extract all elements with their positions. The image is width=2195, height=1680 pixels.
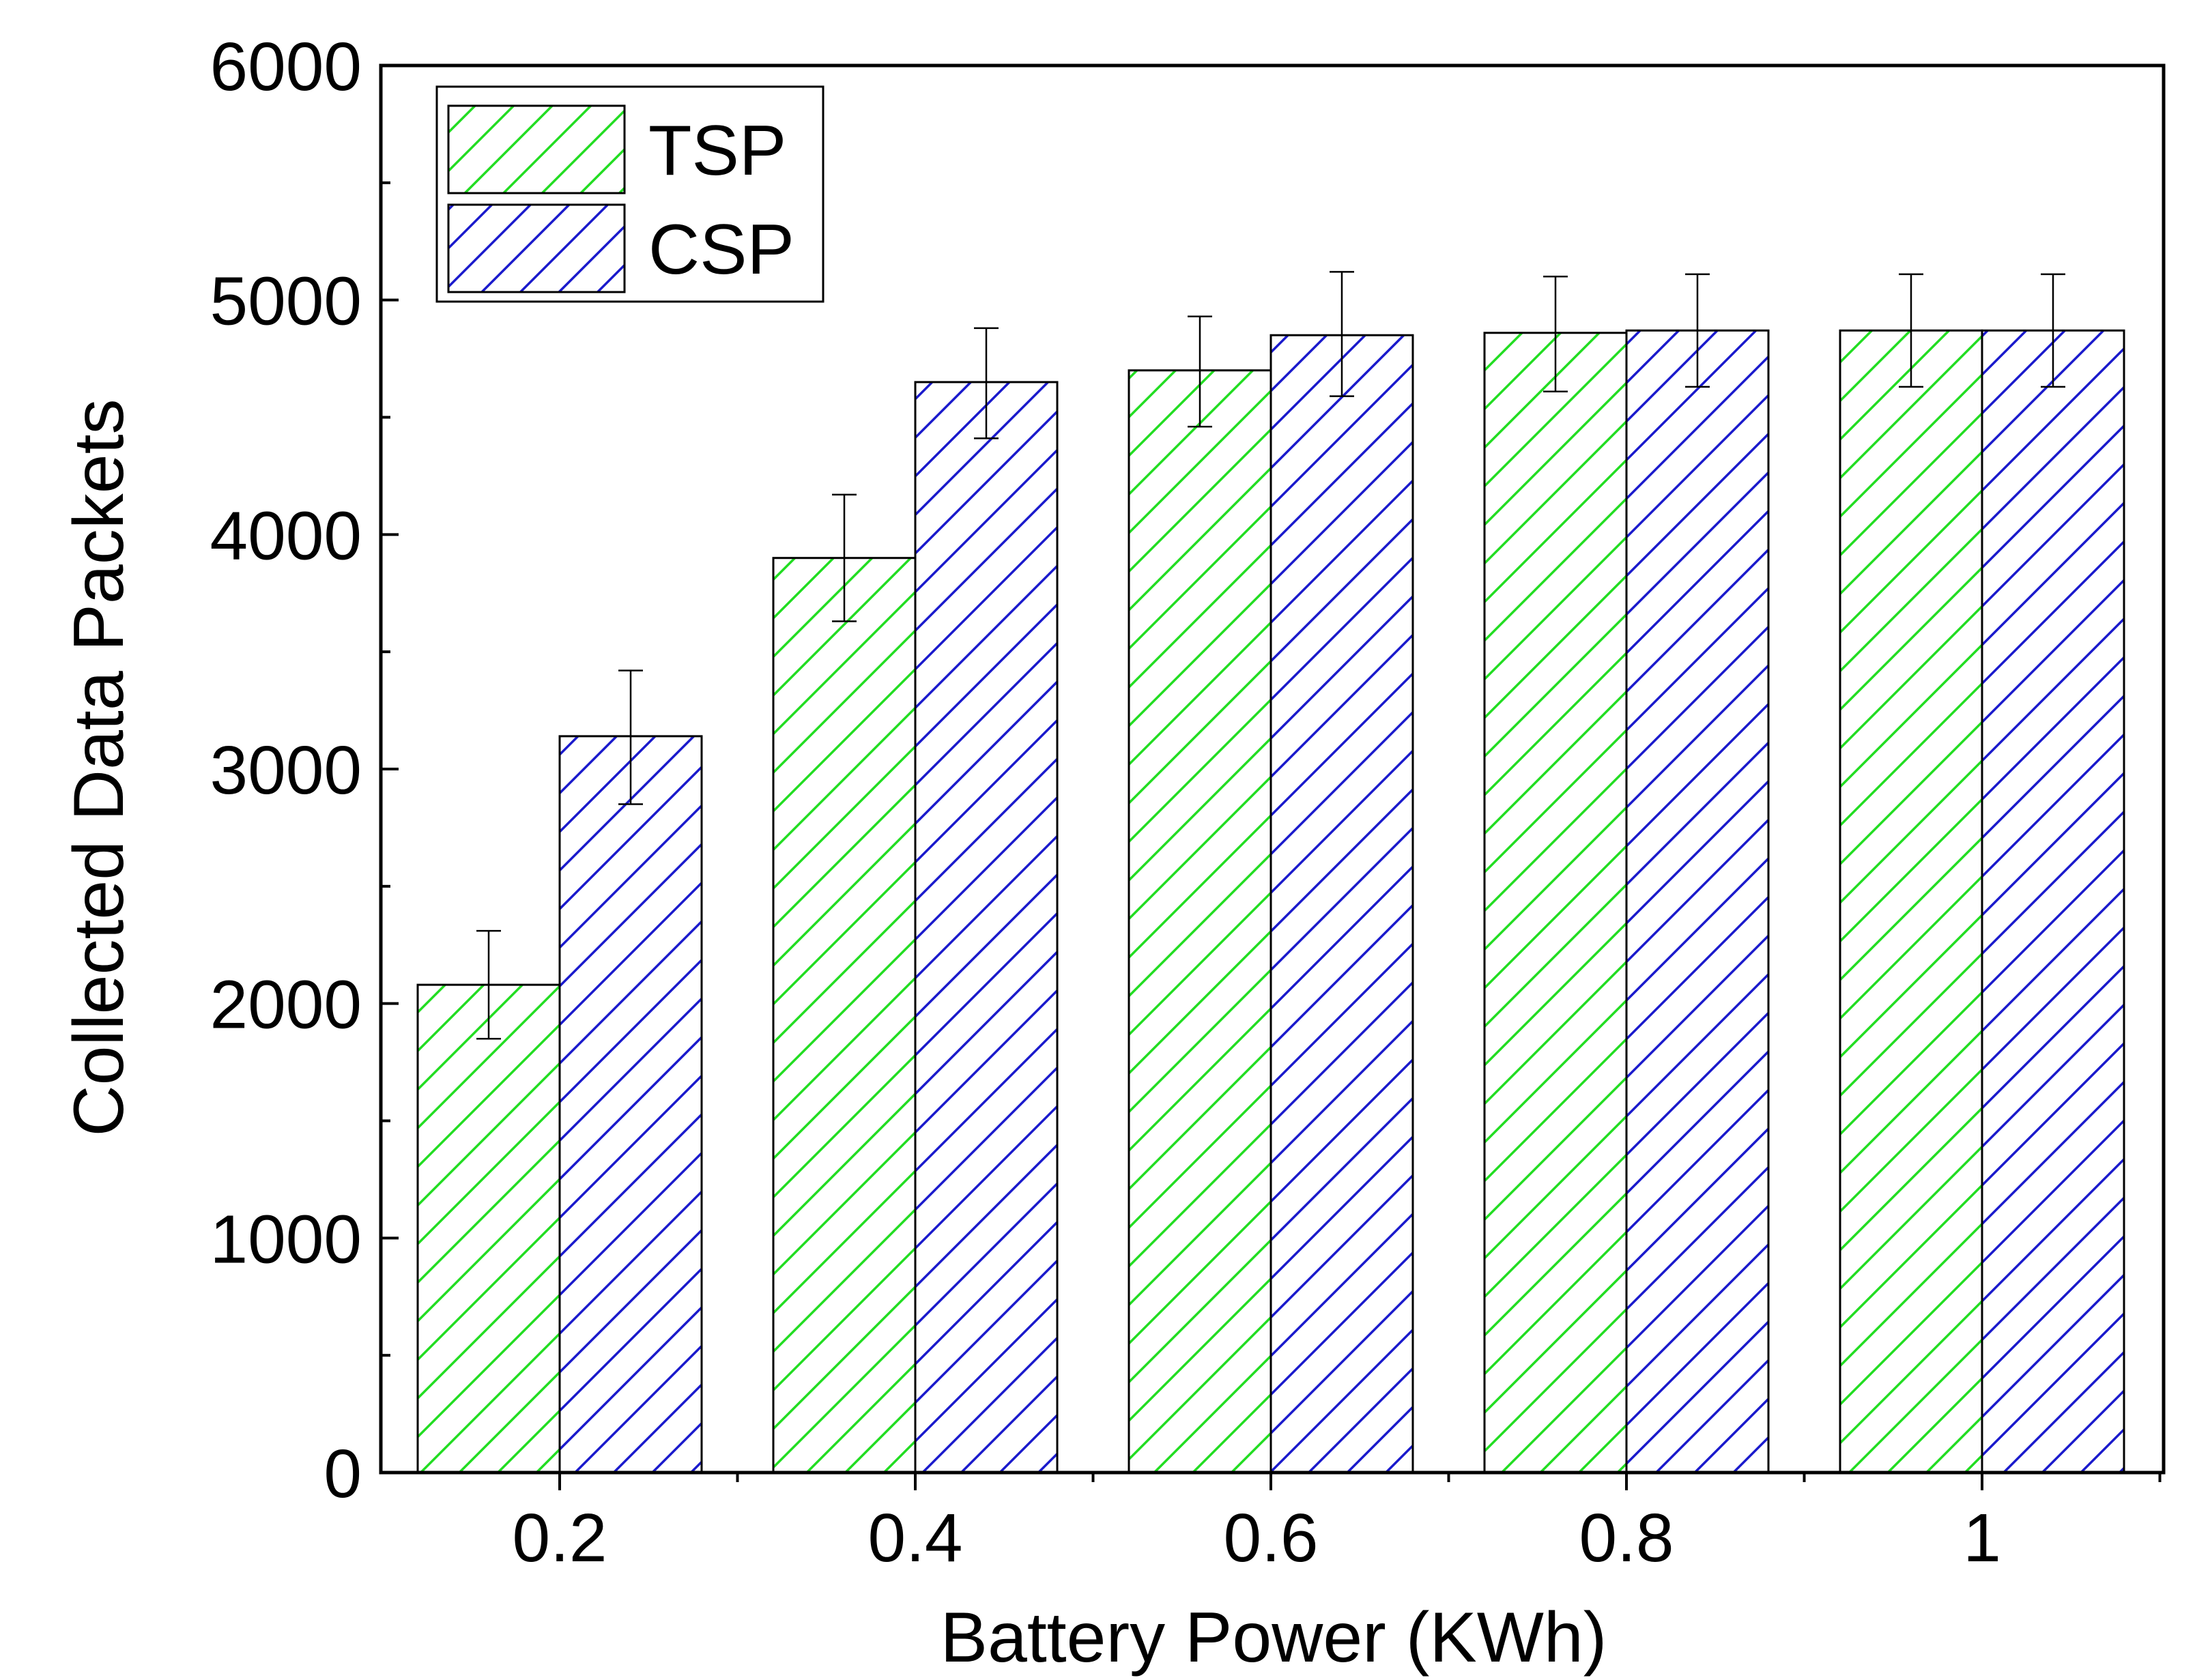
legend-label-tsp: TSP (648, 111, 786, 190)
x-tick-label: 0.4 (867, 1500, 962, 1576)
x-tick-label: 0.2 (512, 1500, 607, 1576)
bar-tsp-0.8 (1483, 332, 1628, 1474)
legend-swatch-csp (447, 203, 626, 293)
y-tick-label: 2000 (210, 967, 362, 1043)
bar-tsp-0.2 (416, 983, 561, 1474)
y-tick-label: 3000 (210, 732, 362, 809)
error-bar-csp-0.4 (974, 327, 999, 439)
error-bar-csp-0.2 (618, 669, 643, 805)
tick-labels-layer: 0 1000 2000 3000 4000 5000 6000 0.2 0.4 0.6 0.8 1 (210, 29, 2001, 1576)
x-axis-title: Battery Power (KWh) (941, 1598, 1607, 1677)
x-tick-label: 0.6 (1223, 1500, 1318, 1576)
error-bar-tsp-0.4 (832, 493, 857, 622)
bar-tsp-1 (1839, 329, 1983, 1474)
legend: TSP CSP (435, 85, 824, 303)
error-bar-tsp-0.6 (1188, 315, 1212, 428)
y-axis-title: Collected Data Packets (59, 399, 139, 1137)
error-bars-layer (476, 271, 2065, 1040)
error-bar-csp-1 (2041, 273, 2065, 388)
bar-csp-0.4 (914, 381, 1059, 1474)
y-tick-label: 0 (324, 1436, 362, 1512)
bar-csp-0.8 (1625, 329, 1770, 1474)
y-tick-label: 1000 (210, 1201, 362, 1277)
bar-tsp-0.4 (772, 557, 917, 1474)
legend-swatch-tsp (447, 104, 626, 194)
bar-csp-0.2 (558, 735, 703, 1474)
y-tick-label: 5000 (210, 263, 362, 340)
axes-layer (379, 63, 2166, 1490)
bar-csp-0.6 (1269, 334, 1414, 1474)
bars-layer (416, 329, 2125, 1474)
y-tick-label: 4000 (210, 497, 362, 574)
error-bar-tsp-0.2 (476, 929, 501, 1040)
error-bar-csp-0.8 (1685, 273, 1710, 388)
legend-label-csp: CSP (648, 210, 794, 289)
error-bar-csp-0.6 (1330, 271, 1354, 397)
x-tick-label: 1 (1963, 1500, 2001, 1576)
bar-tsp-0.6 (1128, 369, 1272, 1474)
bar-csp-1 (1981, 329, 2125, 1474)
y-tick-label: 6000 (210, 29, 362, 105)
x-tick-label: 0.8 (1579, 1500, 1674, 1576)
error-bar-tsp-0.8 (1543, 276, 1568, 392)
error-bar-tsp-1 (1899, 273, 1923, 388)
